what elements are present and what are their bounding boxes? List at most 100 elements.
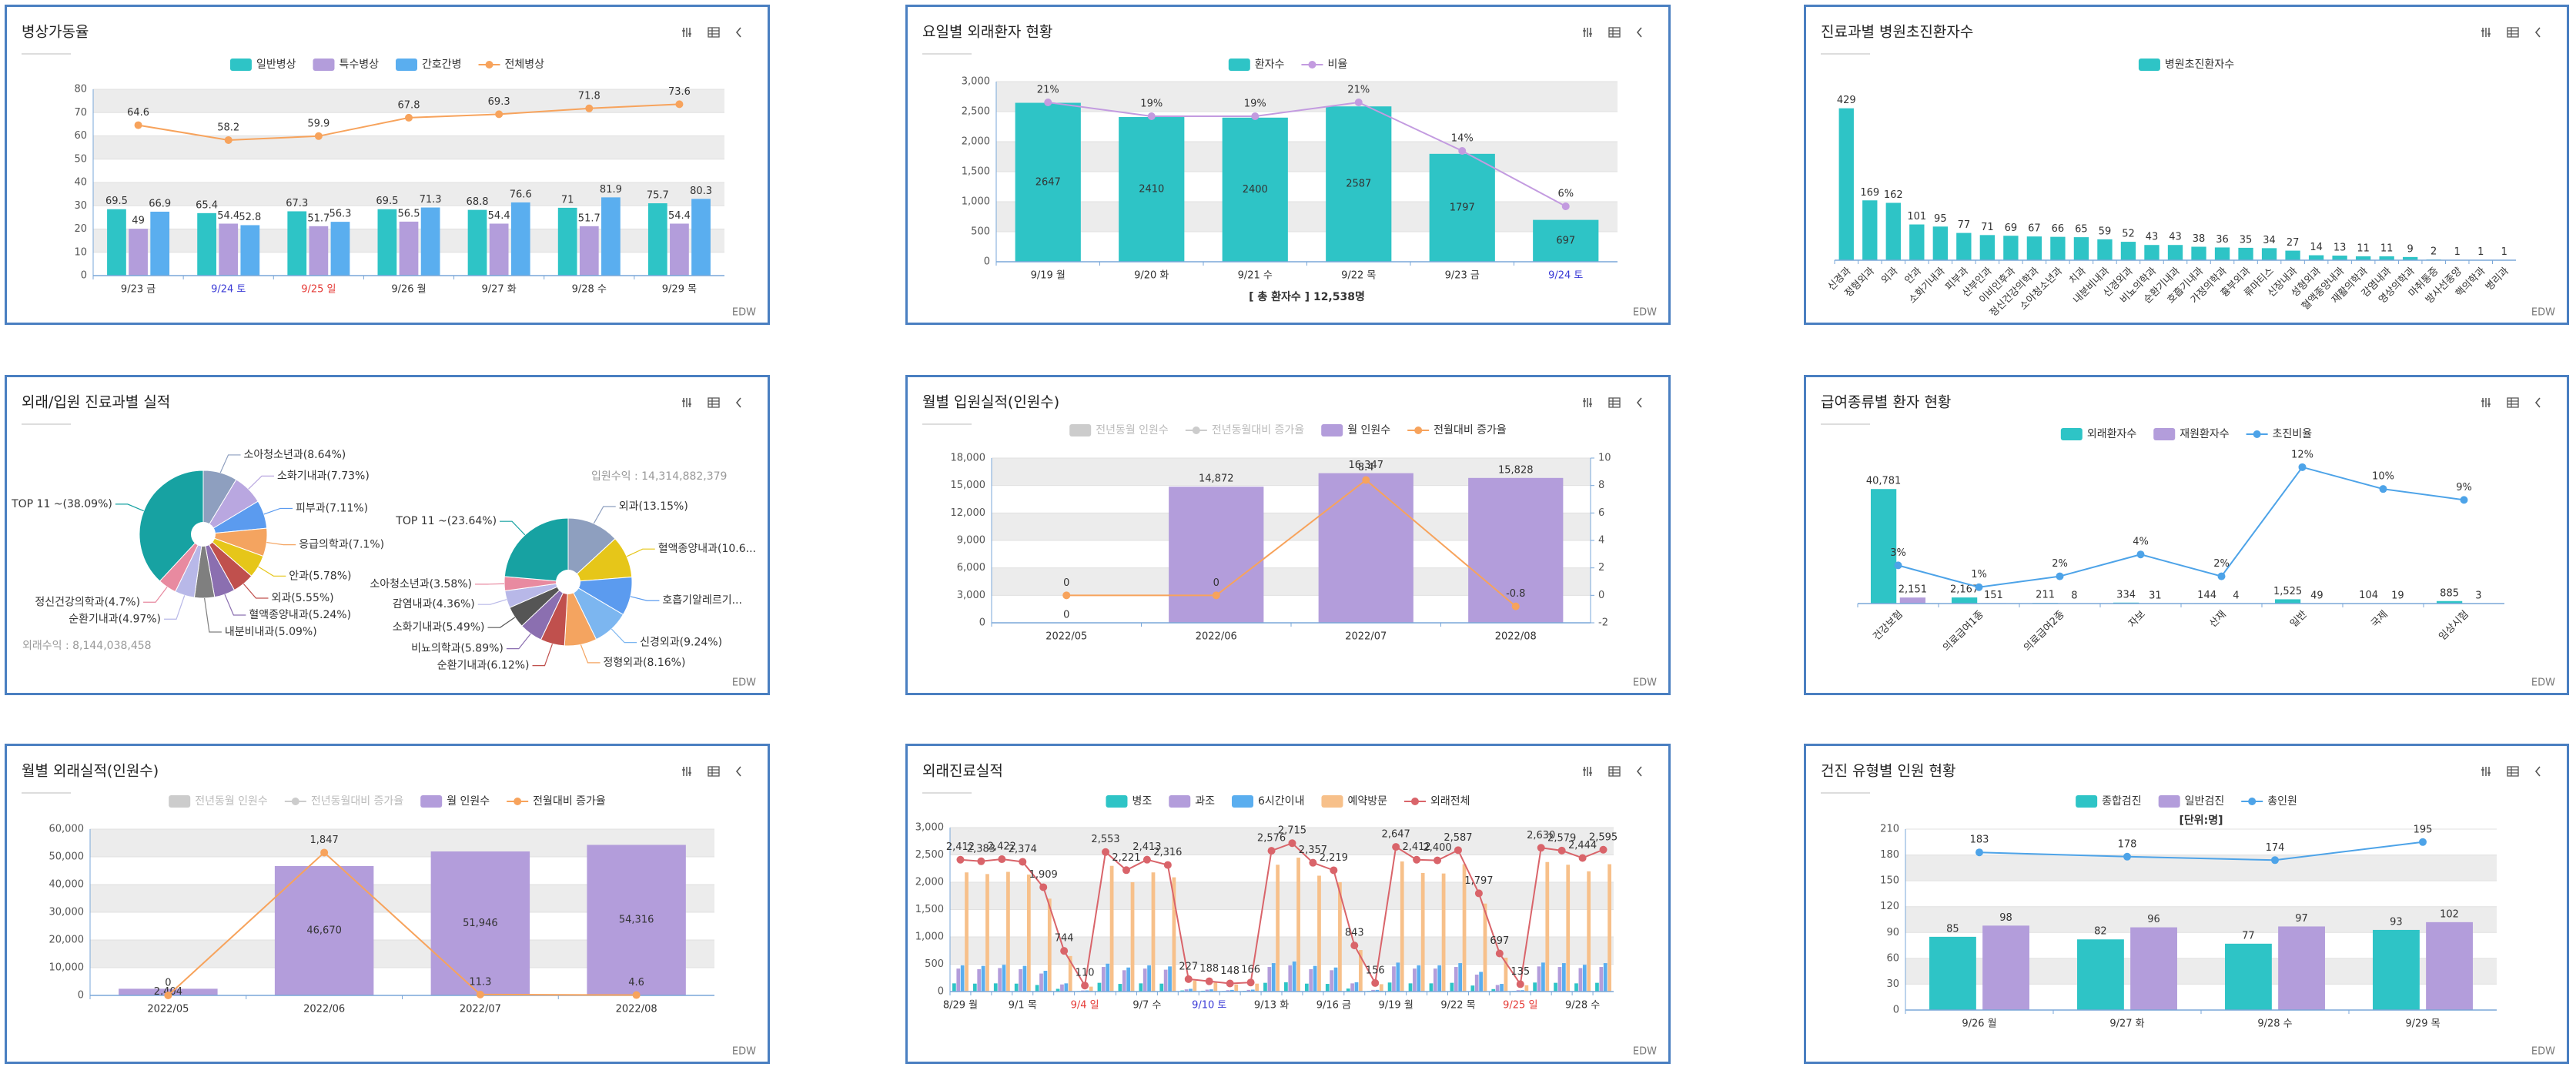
y-tick-label: 12,000 bbox=[951, 507, 986, 519]
legend-label: 전월대비 증가율 bbox=[533, 795, 606, 808]
bar-label: 104 bbox=[2359, 590, 2378, 601]
pie-hole bbox=[556, 570, 580, 594]
x-tick-label: 9/7 수 bbox=[1132, 1000, 1161, 1012]
bar bbox=[2308, 255, 2324, 260]
legend-swatch bbox=[1228, 59, 1250, 71]
y-tick-label: 2,000 bbox=[915, 877, 944, 888]
bar-label: 1 bbox=[2454, 246, 2461, 258]
line-label: 11.3 bbox=[469, 976, 491, 988]
x-tick-label: 2022/06 bbox=[1196, 631, 1237, 643]
panel-title: 월별 외래실적(인원수) bbox=[22, 763, 159, 780]
x-tick-label: 9/4 일 bbox=[1071, 1000, 1099, 1012]
x-tick-label: 2022/05 bbox=[1045, 631, 1087, 643]
legend-swatch bbox=[1321, 795, 1343, 808]
legend: 병원초진환자수 bbox=[2138, 59, 2234, 71]
legend-swatch bbox=[1192, 426, 1200, 434]
table-icon bbox=[1608, 27, 1621, 38]
bar bbox=[1184, 989, 1189, 992]
x-tick-label: 9/25 일 bbox=[1503, 1000, 1537, 1012]
bar bbox=[1516, 990, 1521, 992]
x-tick-label: 9/23 금 bbox=[1445, 270, 1480, 282]
leader-line bbox=[203, 597, 222, 633]
line bbox=[1979, 841, 2424, 861]
line-label: 156 bbox=[1366, 965, 1385, 976]
bar bbox=[2238, 247, 2253, 260]
pie-label: 외과(5.55%) bbox=[271, 592, 333, 604]
bar-label: 85 bbox=[1946, 923, 1959, 935]
line-label: 69.3 bbox=[488, 96, 510, 108]
bar bbox=[2026, 236, 2042, 260]
bar bbox=[1956, 232, 1972, 260]
line-point bbox=[1081, 982, 1089, 990]
y-tick-label: 60 bbox=[1886, 952, 1899, 964]
legend-swatch bbox=[1106, 795, 1128, 808]
bar bbox=[1350, 983, 1354, 992]
bar-label: 52 bbox=[2122, 229, 2135, 240]
line-point bbox=[2217, 572, 2226, 580]
line-point bbox=[1454, 846, 1462, 855]
bar bbox=[1429, 983, 1434, 992]
table-icon bbox=[2507, 397, 2519, 408]
line-label: 58.2 bbox=[217, 122, 239, 133]
bar bbox=[1603, 963, 1607, 992]
line-point bbox=[1516, 980, 1524, 988]
bar-label: 54,316 bbox=[619, 915, 654, 926]
bar bbox=[430, 851, 530, 995]
bar bbox=[274, 865, 374, 995]
line-point bbox=[1511, 602, 1520, 610]
line-point bbox=[164, 992, 172, 999]
line-label: 2% bbox=[2052, 558, 2068, 570]
bar bbox=[1222, 117, 1288, 262]
bar bbox=[1354, 982, 1359, 992]
bar bbox=[1504, 957, 1508, 992]
line-point bbox=[1599, 845, 1607, 854]
line-point bbox=[1122, 866, 1130, 875]
footer: EDW bbox=[1633, 677, 1657, 689]
bar bbox=[972, 983, 977, 992]
collapse-icon bbox=[735, 27, 741, 38]
bar bbox=[1375, 989, 1380, 992]
line-point bbox=[1019, 858, 1027, 866]
legend-label: 종합검진 bbox=[2102, 795, 2142, 808]
legend-label: 재원환자수 bbox=[2180, 428, 2230, 440]
line-label: 1,797 bbox=[1464, 875, 1493, 887]
y-tick-label: 10,000 bbox=[49, 962, 85, 974]
bar bbox=[1420, 872, 1425, 992]
bar bbox=[1163, 969, 1168, 992]
footer: EDW bbox=[1633, 307, 1657, 319]
bar bbox=[1333, 967, 1338, 992]
legend-swatch bbox=[2076, 795, 2098, 808]
bar bbox=[219, 223, 239, 276]
line-point bbox=[1330, 866, 1338, 875]
grid-band bbox=[950, 828, 1614, 855]
bar-label: 75.7 bbox=[647, 190, 669, 202]
leader-line bbox=[164, 595, 186, 620]
bar bbox=[2379, 256, 2394, 260]
bar-label: 93 bbox=[2390, 916, 2403, 928]
bar bbox=[1885, 202, 1901, 260]
bar bbox=[1060, 984, 1064, 992]
line-label: 10% bbox=[2372, 471, 2394, 483]
x-tick-label: 9/28 수 bbox=[572, 284, 607, 296]
line-point bbox=[1354, 99, 1363, 106]
bar-label: 51.7 bbox=[307, 212, 330, 224]
y-tick-label: 500 bbox=[925, 958, 944, 970]
legend-label: 외래환자수 bbox=[2087, 428, 2137, 440]
legend-label: 간호간병 bbox=[422, 59, 462, 71]
bar-label: 71 bbox=[1981, 222, 1994, 233]
leader-line bbox=[500, 520, 526, 536]
footer: EDW bbox=[2531, 1046, 2555, 1058]
bar bbox=[1068, 955, 1072, 992]
legend-label: 월 인원수 bbox=[1347, 424, 1390, 436]
bar bbox=[1189, 988, 1193, 992]
sort-icon bbox=[1583, 767, 1592, 776]
bar-label: 98 bbox=[1999, 912, 2012, 924]
bar bbox=[1064, 983, 1069, 992]
bar bbox=[1454, 967, 1458, 992]
bar bbox=[1271, 963, 1276, 992]
sort-icon bbox=[2481, 398, 2491, 407]
line-point bbox=[1975, 583, 1983, 591]
line-point bbox=[1102, 848, 1110, 856]
bar bbox=[1288, 965, 1293, 992]
